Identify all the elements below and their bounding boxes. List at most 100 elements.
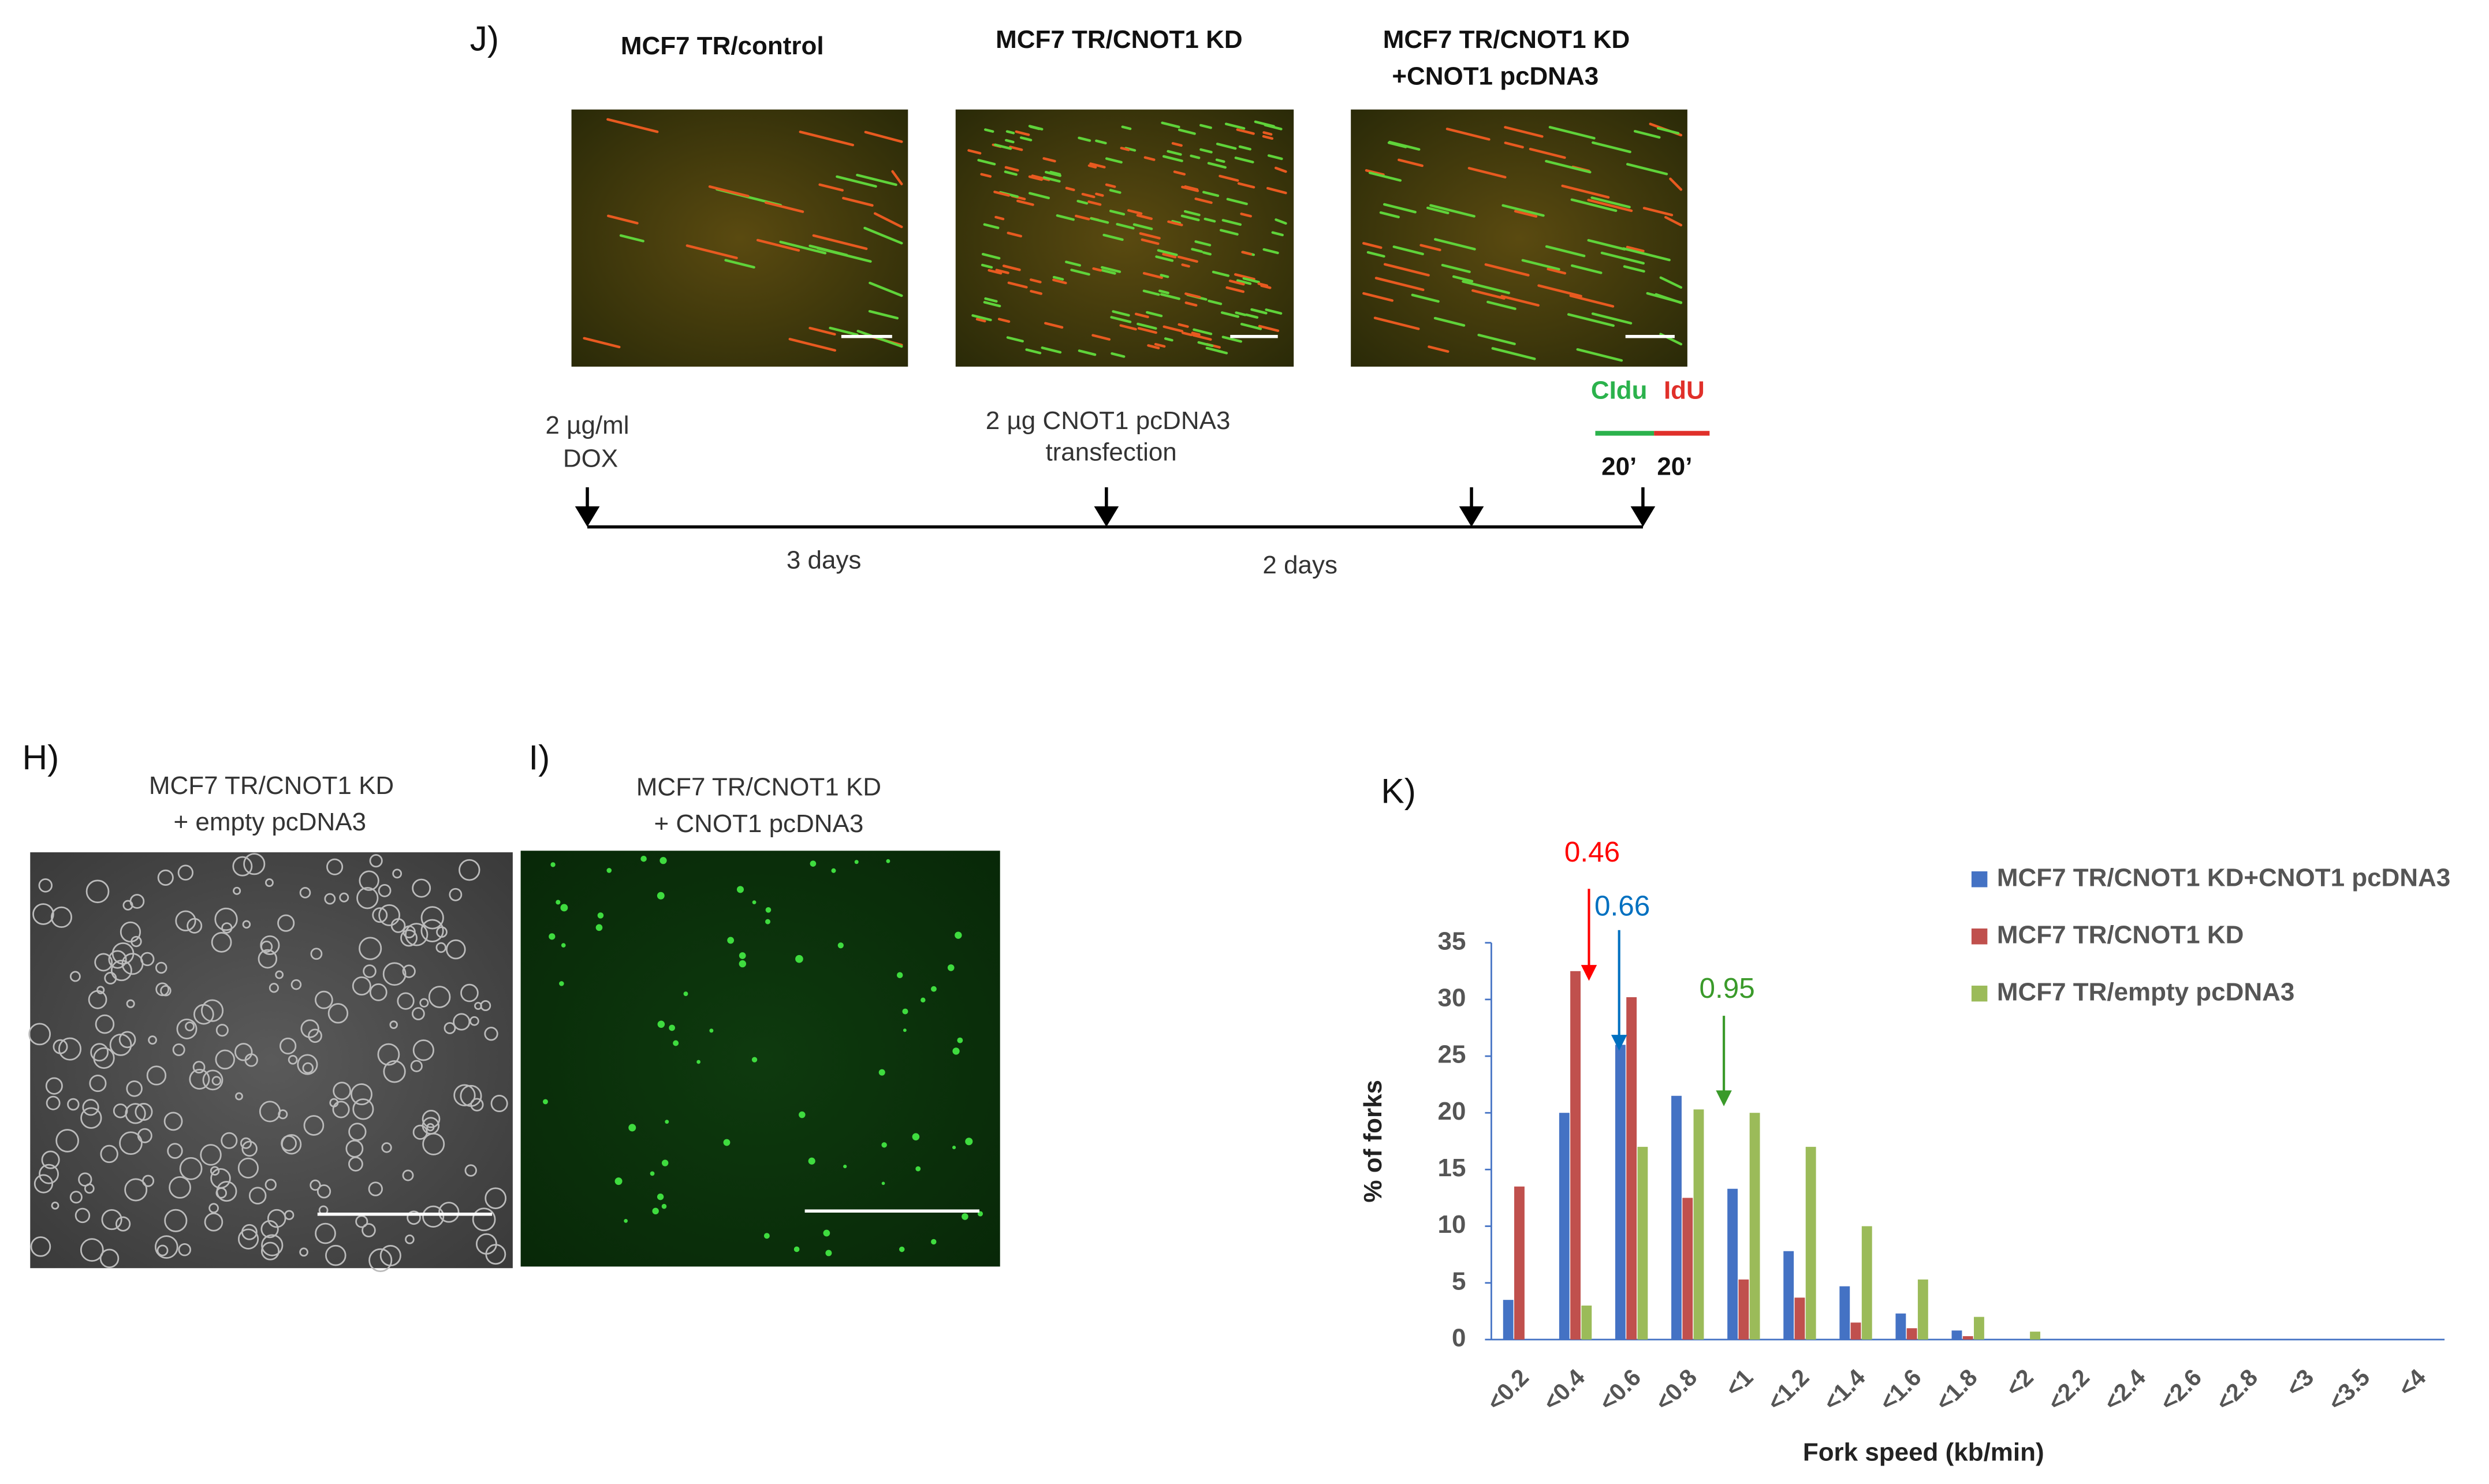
bar xyxy=(1850,1322,1861,1340)
dot xyxy=(650,1171,655,1176)
cell xyxy=(211,1076,222,1086)
cell xyxy=(148,1035,157,1045)
fiber xyxy=(1004,170,1018,176)
cell xyxy=(435,942,446,953)
cell xyxy=(160,985,172,997)
dot xyxy=(559,981,564,986)
dot xyxy=(765,907,772,913)
fiber xyxy=(863,226,903,245)
fiber xyxy=(1260,284,1272,289)
fiber xyxy=(685,244,738,259)
dot xyxy=(659,857,667,864)
bar xyxy=(1917,1279,1928,1340)
fiber xyxy=(1202,251,1212,256)
dot xyxy=(930,986,937,992)
cell xyxy=(428,986,451,1008)
fiber xyxy=(1006,336,1024,343)
fiber xyxy=(1576,348,1623,362)
pulse-label: 20’ xyxy=(1657,452,1692,480)
cell xyxy=(368,1248,393,1272)
fiber xyxy=(1162,155,1183,162)
fiber xyxy=(1091,334,1111,341)
x-tick-label: <2.2 xyxy=(2043,1364,2095,1416)
fiber xyxy=(1197,341,1214,348)
fiber xyxy=(1366,251,1385,258)
dot xyxy=(723,1139,731,1146)
cell xyxy=(192,1061,206,1074)
fiber xyxy=(1238,145,1251,151)
fiber xyxy=(1078,349,1097,356)
cell xyxy=(99,1248,120,1269)
fiber xyxy=(1569,294,1615,308)
fiber xyxy=(1167,150,1182,156)
fiber xyxy=(1587,238,1626,251)
dot xyxy=(831,868,836,873)
dot xyxy=(843,1165,847,1169)
cell xyxy=(422,1110,441,1128)
x-tick-label: <1.8 xyxy=(1931,1364,1983,1416)
image-title: MCF7 TR/control xyxy=(621,32,824,60)
cell xyxy=(135,1102,153,1121)
fiber xyxy=(1087,200,1102,206)
cell xyxy=(261,1234,284,1256)
dot xyxy=(854,860,859,864)
fiber xyxy=(1111,352,1126,358)
fiber xyxy=(993,143,1012,150)
timeline-label: 2 days xyxy=(1262,551,1337,579)
x-tick-label: <1.6 xyxy=(1875,1364,1927,1416)
fiber xyxy=(1045,170,1062,177)
fiber xyxy=(1164,337,1173,342)
cell xyxy=(234,1043,253,1061)
fiber xyxy=(1219,229,1239,236)
cell xyxy=(69,1191,83,1204)
fiber xyxy=(1664,215,1683,227)
cell xyxy=(420,919,444,942)
fiber xyxy=(1257,282,1269,287)
cell xyxy=(332,1101,350,1118)
cell xyxy=(185,1021,195,1031)
dot xyxy=(736,886,744,893)
fiber xyxy=(842,196,874,207)
fiber xyxy=(1275,218,1287,225)
fiber xyxy=(836,175,877,188)
fiber xyxy=(1193,328,1213,335)
fiber xyxy=(1236,279,1252,285)
fiber xyxy=(1274,166,1287,173)
cell xyxy=(215,1049,235,1070)
x-tick-label: <2.4 xyxy=(2099,1364,2151,1416)
fiber xyxy=(1262,248,1279,255)
fiber xyxy=(1110,316,1132,323)
fiber xyxy=(1087,164,1097,169)
fiber xyxy=(1157,249,1178,256)
image-title: + empty pcDNA3 xyxy=(174,808,367,836)
cell xyxy=(402,964,416,978)
cell xyxy=(453,1013,471,1031)
fiber xyxy=(1181,331,1193,337)
fiber xyxy=(1626,245,1645,252)
fiber xyxy=(1180,214,1200,222)
fiber xyxy=(1025,348,1042,355)
fiber xyxy=(1235,311,1247,316)
dot xyxy=(657,892,665,900)
fiber xyxy=(1127,209,1143,215)
fiber xyxy=(1545,159,1592,174)
cell xyxy=(169,1176,191,1199)
bar xyxy=(1805,1147,1816,1340)
cell xyxy=(381,1142,392,1153)
cell xyxy=(126,1080,143,1097)
fiber xyxy=(1656,126,1680,135)
fiber xyxy=(1254,120,1275,128)
timeline xyxy=(575,487,1656,529)
bar xyxy=(1693,1109,1704,1340)
fiber xyxy=(1379,211,1400,219)
cell xyxy=(359,937,382,960)
cell xyxy=(403,925,416,939)
cell xyxy=(38,878,53,893)
fiber xyxy=(856,330,903,348)
micrograph xyxy=(520,851,1000,1267)
fiber xyxy=(1089,162,1106,169)
fiber xyxy=(1105,157,1123,164)
micrograph xyxy=(955,109,1294,367)
cell xyxy=(260,1241,280,1261)
fiber xyxy=(1669,177,1683,191)
